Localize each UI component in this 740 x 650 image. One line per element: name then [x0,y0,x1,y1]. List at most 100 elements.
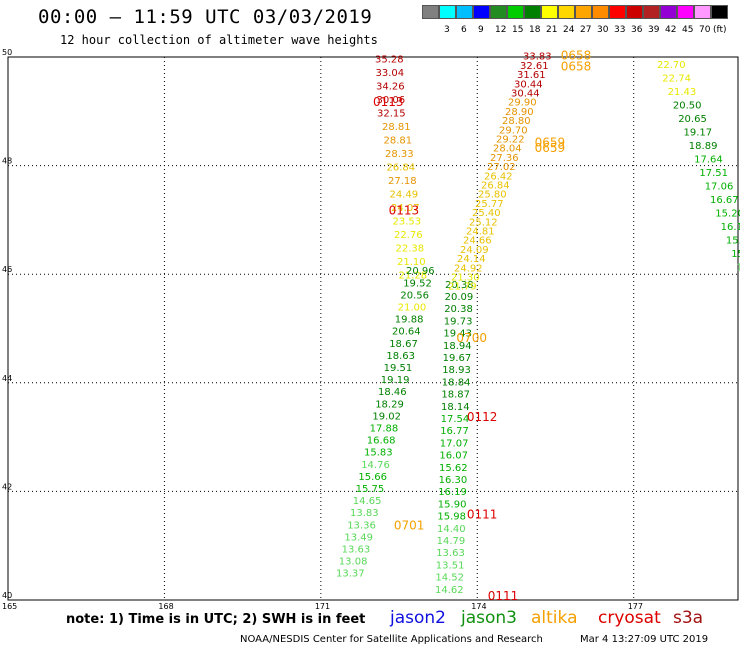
wave-value: 13.51 [436,560,465,571]
wave-value: 13.63 [436,548,465,559]
wave-value: 28.81 [382,122,411,133]
lon-tick-label: 168 [158,602,173,611]
satellite-s3a: s3a [673,608,704,628]
legend-swatch [592,5,609,19]
wave-value: 13.49 [344,532,373,543]
wave-value: 22.38 [396,243,425,254]
wave-value: 27.36 [490,153,519,164]
wave-value: 33.04 [376,68,405,79]
wave-value: 17.54 [441,414,470,425]
lon-tick-label: 171 [315,602,330,611]
lon-tick-label: 165 [2,602,17,611]
legend-label: 45 [682,25,694,35]
legend-swatch [507,5,524,19]
legend-swatch [558,5,575,19]
time-label: 0111 [467,508,498,522]
lat-tick-label: 42 [2,482,12,491]
wave-value: 25.40 [472,208,501,219]
time-label: 0112 [467,410,498,424]
lat-tick-label: 48 [2,157,12,166]
wave-value: 19.52 [403,278,432,289]
legend-swatch [677,5,694,19]
wave-value: 17.06 [705,181,734,192]
wave-value: 17.64 [694,154,723,165]
wave-value: 15. [726,235,740,246]
wave-value: 16.77 [440,426,469,437]
wave-value: 16.67 [710,195,739,206]
wave-value: 24.92 [454,263,483,274]
generated-timestamp: Mar 4 13:27:09 UTC 2019 [580,634,709,645]
wave-value: 13.63 [342,545,371,556]
wave-value: 20.64 [392,327,421,338]
time-label: 0113 [389,203,420,217]
wave-value: 23.53 [393,216,422,227]
page-title: 00:00 – 11:59 UTC 03/03/2019 [38,6,373,28]
wave-value: 19.19 [381,375,410,386]
legend-swatch [541,5,558,19]
time-label: 0113 [373,95,404,109]
wave-value: 15 [731,249,740,260]
lat-tick-label: 46 [2,265,12,274]
lon-tick-label: 174 [471,602,486,611]
wave-value: 13.83 [350,508,379,519]
wave-value: 18.14 [441,402,470,413]
wave-value: 15.66 [358,472,387,483]
wave-value: 14.62 [435,585,464,596]
wave-value: 16.68 [367,436,396,447]
legend-label: 36 [631,25,643,35]
legend-swatch [609,5,626,19]
wave-value: 20.96 [406,266,435,277]
wave-value: 18.67 [389,339,418,350]
legend-swatch [694,5,711,19]
wave-value: 29.90 [508,98,537,109]
wave-value: 19.88 [395,315,424,326]
wave-value: 24.66 [463,236,492,247]
wave-value: 20.50 [673,100,702,111]
wave-value: 14.52 [435,573,464,584]
wave-value: 14.40 [437,524,466,535]
wave-value: 35.28 [375,54,404,65]
wave-value: 15.20 [715,208,740,219]
wave-value: 33.83 [523,52,552,63]
wave-value: 1 [737,262,740,273]
wave-value: 22.76 [394,230,423,241]
satellite-jason2: jason2 [390,608,446,628]
wave-value: 21.10 [397,257,426,268]
wave-value: 17.07 [440,438,469,449]
credit-text: NOAA/NESDIS Center for Satellite Applica… [240,634,543,645]
wave-value: 21.43 [668,87,697,98]
legend-label: 6 [461,25,467,35]
wave-value: 32.61 [520,61,549,72]
wave-value: 18.63 [386,351,415,362]
legend-swatch [626,5,643,19]
legend-swatch [575,5,592,19]
wave-value: 26.42 [484,171,513,182]
wave-value: 15.83 [364,448,393,459]
legend-label: 9 [478,25,484,35]
wave-value: 18.46 [378,387,407,398]
wave-value: 19.51 [384,363,413,374]
legend-label: 42 [665,25,677,35]
time-label: 0658 [561,60,592,74]
satellite-jason3: jason3 [461,608,517,628]
time-label: 0658 [561,49,592,63]
legend-label: 18 [529,25,541,35]
satellite-cryosat: cryosat [598,608,661,628]
legend-label: 30 [597,25,609,35]
time-label: 0700 [456,331,487,345]
legend-label: 3 [444,25,450,35]
wave-value: 21.00 [398,303,427,314]
wave-value: 15.75 [356,484,385,495]
wave-value: 32.15 [377,108,406,119]
wave-value: 15.62 [439,463,468,474]
lat-tick-label: 40 [2,591,12,600]
wave-value: 14.79 [437,536,466,547]
wave-value: 14.76 [361,460,390,471]
wave-value: 15.98 [437,512,466,523]
wave-value: 18.89 [689,141,718,152]
wave-value: 14.65 [353,496,382,507]
wave-value: 27.18 [388,176,417,187]
wave-value: 17.51 [699,168,728,179]
wave-value: 19.43 [443,329,472,340]
wave-value: 34.26 [376,81,405,92]
